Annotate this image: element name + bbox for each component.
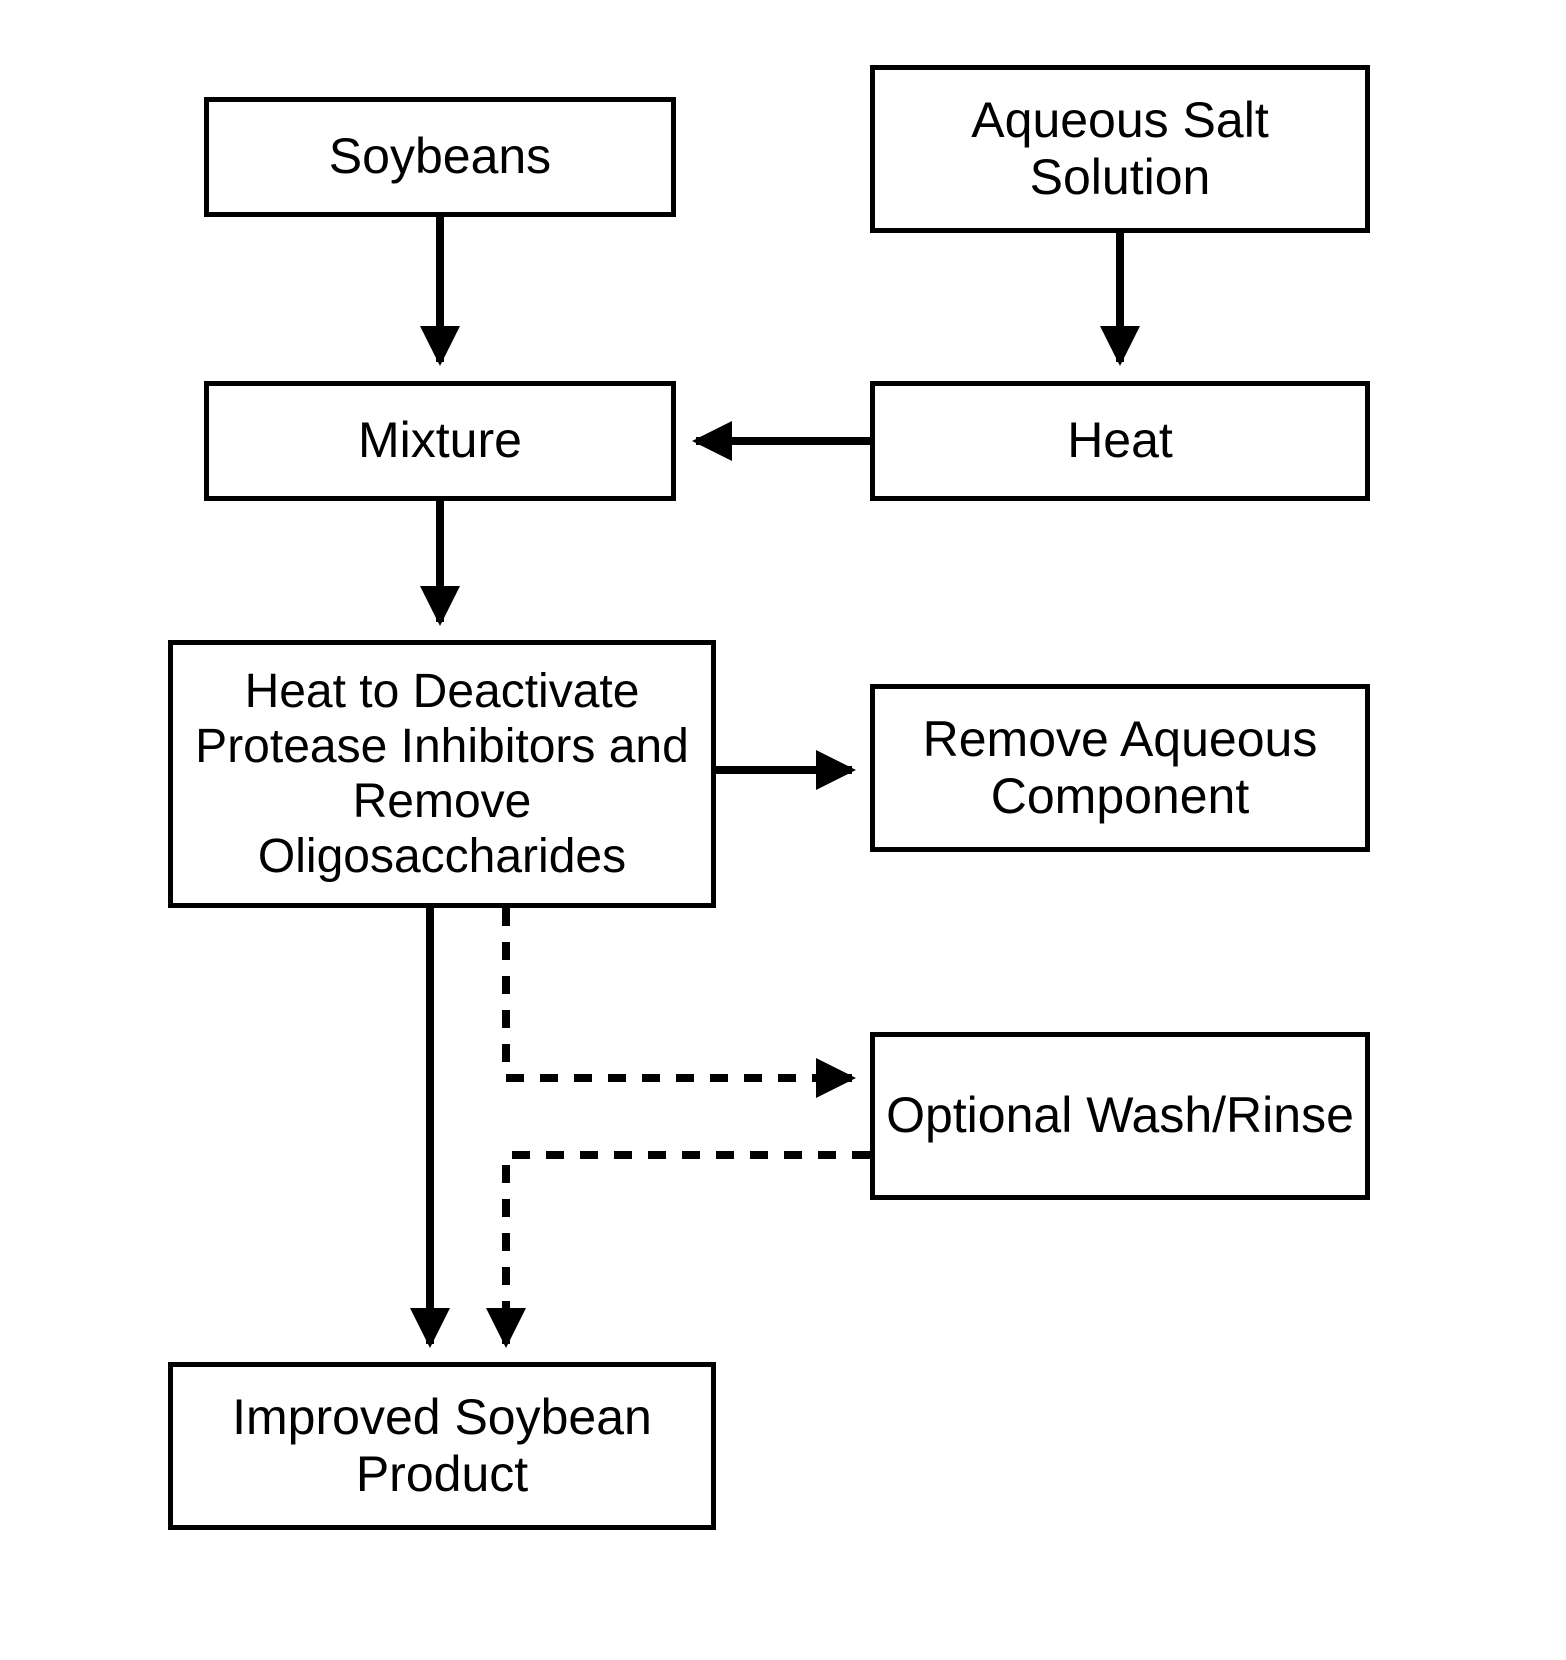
node-product: Improved Soybean Product bbox=[168, 1362, 716, 1530]
node-label: Improved Soybean Product bbox=[181, 1389, 703, 1504]
node-label: Heat bbox=[1067, 412, 1173, 470]
node-salt-solution: Aqueous Salt Solution bbox=[870, 65, 1370, 233]
node-label: Remove Aqueous Component bbox=[883, 711, 1357, 826]
node-label: Soybeans bbox=[329, 128, 551, 186]
node-remove-aqueous: Remove Aqueous Component bbox=[870, 684, 1370, 852]
node-mixture: Mixture bbox=[204, 381, 676, 501]
node-wash-rinse: Optional Wash/Rinse bbox=[870, 1032, 1370, 1200]
node-label: Aqueous Salt Solution bbox=[883, 92, 1357, 207]
node-soybeans: Soybeans bbox=[204, 97, 676, 217]
node-deactivate: Heat to Deactivate Protease Inhibitors a… bbox=[168, 640, 716, 908]
node-heat: Heat bbox=[870, 381, 1370, 501]
node-label: Mixture bbox=[358, 412, 522, 470]
node-label: Optional Wash/Rinse bbox=[886, 1087, 1354, 1145]
flowchart-canvas: Soybeans Aqueous Salt Solution Mixture H… bbox=[0, 0, 1566, 1660]
edge-wash-product bbox=[506, 1155, 870, 1344]
edge-deactivate-wash bbox=[506, 908, 852, 1078]
node-label: Heat to Deactivate Protease Inhibitors a… bbox=[181, 664, 703, 885]
